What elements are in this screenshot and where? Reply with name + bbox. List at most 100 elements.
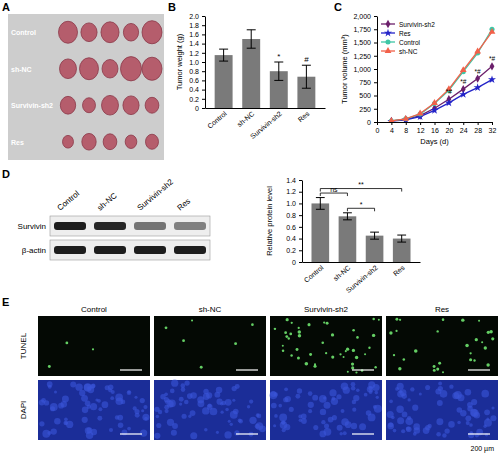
- tick: 1.2: [189, 50, 205, 57]
- marker: [445, 99, 453, 107]
- tick-label: sh-NC: [332, 264, 352, 282]
- bar-chart: 00.20.40.60.81.01.21.41.61.82.0Controlsh…: [168, 1, 326, 140]
- cell-dot: [54, 418, 60, 424]
- legend-marker: [386, 20, 391, 28]
- cell-dot: [347, 371, 349, 373]
- lane-label: Survivin-sh2: [136, 177, 176, 213]
- tick-label: 1.2: [286, 188, 296, 195]
- panel-e: EControlsh-NCSurvivin-sh2ResTUNELDAPI200…: [2, 296, 498, 453]
- cell-dot: [328, 417, 334, 423]
- tick: 1.6: [189, 31, 205, 38]
- cell-dot: [187, 393, 193, 399]
- axis-line: [303, 262, 421, 263]
- cell-dot: [491, 337, 494, 340]
- tick-mark: [299, 262, 302, 263]
- column-label: Survivin-sh2: [304, 305, 349, 314]
- cell-dot: [216, 431, 219, 434]
- scale-bar: [468, 433, 490, 434]
- tick-label: 0.8: [189, 68, 199, 75]
- tick: 1.2: [286, 188, 302, 195]
- error-bar: [370, 232, 379, 239]
- tick-label: 0: [367, 119, 371, 126]
- series-line: [391, 29, 492, 121]
- tick: Res: [297, 110, 311, 124]
- cell-dot: [389, 331, 392, 334]
- cell-dot: [331, 398, 338, 405]
- tick-mark: [374, 43, 377, 44]
- error-cap: [247, 48, 256, 49]
- tumor: [123, 96, 139, 115]
- cell-dot: [251, 323, 254, 326]
- row-label: Survivin-sh2: [11, 102, 53, 109]
- micrograph: [270, 380, 382, 440]
- cell-dot: [285, 396, 291, 402]
- cell-dot: [282, 350, 285, 353]
- tick: 750: [359, 79, 377, 86]
- tick-label: 2,000: [353, 13, 371, 20]
- tumor: [81, 23, 97, 42]
- tick-mark: [299, 239, 302, 240]
- tick-label: 1.8: [189, 22, 199, 29]
- cell-dot: [356, 336, 359, 339]
- axis-line: [205, 17, 206, 109]
- comparison-label: *: [360, 201, 363, 208]
- tick-label: 1,500: [353, 39, 371, 46]
- cell-dot: [414, 349, 418, 353]
- bar: [311, 203, 329, 262]
- cell-dot: [324, 424, 329, 429]
- cell-dot: [197, 400, 204, 407]
- micrograph: [386, 316, 498, 376]
- cell-dot: [324, 402, 331, 409]
- cell-dot: [298, 334, 301, 337]
- cell-dot: [279, 413, 287, 421]
- error-cap: [316, 197, 325, 198]
- bracket: [320, 193, 347, 196]
- tick: 20: [445, 122, 453, 134]
- tumor: [83, 98, 96, 113]
- tumor: [60, 59, 77, 79]
- cell-dot: [372, 318, 375, 321]
- cell-dot: [396, 405, 403, 412]
- tumor: [125, 135, 137, 148]
- tick-label: 16: [431, 127, 439, 134]
- cell-dot: [154, 433, 160, 439]
- cell-dot: [403, 358, 406, 361]
- cell-dot: [398, 367, 401, 370]
- cell-dot: [331, 333, 334, 336]
- cell-dot: [182, 339, 185, 342]
- cell-dot: [105, 385, 110, 390]
- cell-dot: [171, 380, 178, 387]
- cell-dot: [156, 423, 161, 428]
- cell-dot: [82, 407, 89, 414]
- legend-label: Res: [399, 30, 411, 37]
- cell-dot: [448, 421, 455, 428]
- cell-dot: [181, 387, 186, 392]
- cell-dot: [395, 330, 397, 332]
- cell-dot: [172, 423, 178, 429]
- tick-label: 1,750: [353, 26, 371, 33]
- bracket: [320, 189, 401, 192]
- bar: [339, 216, 357, 262]
- tick-mark: [406, 122, 407, 125]
- tick-label: 28: [474, 127, 482, 134]
- cell-dot: [273, 424, 276, 427]
- cell-dot: [470, 409, 477, 416]
- band: [54, 222, 86, 230]
- cell-dot: [352, 400, 356, 404]
- cell-dot: [295, 394, 300, 399]
- cell-dot: [487, 331, 490, 334]
- cell-dot: [92, 348, 94, 350]
- cell-dot: [351, 366, 354, 369]
- tick: 1.0: [286, 200, 302, 207]
- tick-mark: [374, 69, 377, 70]
- cell-dot: [364, 393, 368, 397]
- significance: *: [277, 52, 280, 61]
- error-line: [374, 232, 375, 239]
- row-label: Res: [11, 139, 24, 146]
- error-cap: [302, 65, 311, 66]
- axis-title: Relative protein level: [265, 186, 274, 256]
- cell-dot: [356, 388, 360, 392]
- cell-dot: [489, 330, 492, 333]
- band: [94, 222, 126, 230]
- cell-dot: [351, 363, 354, 366]
